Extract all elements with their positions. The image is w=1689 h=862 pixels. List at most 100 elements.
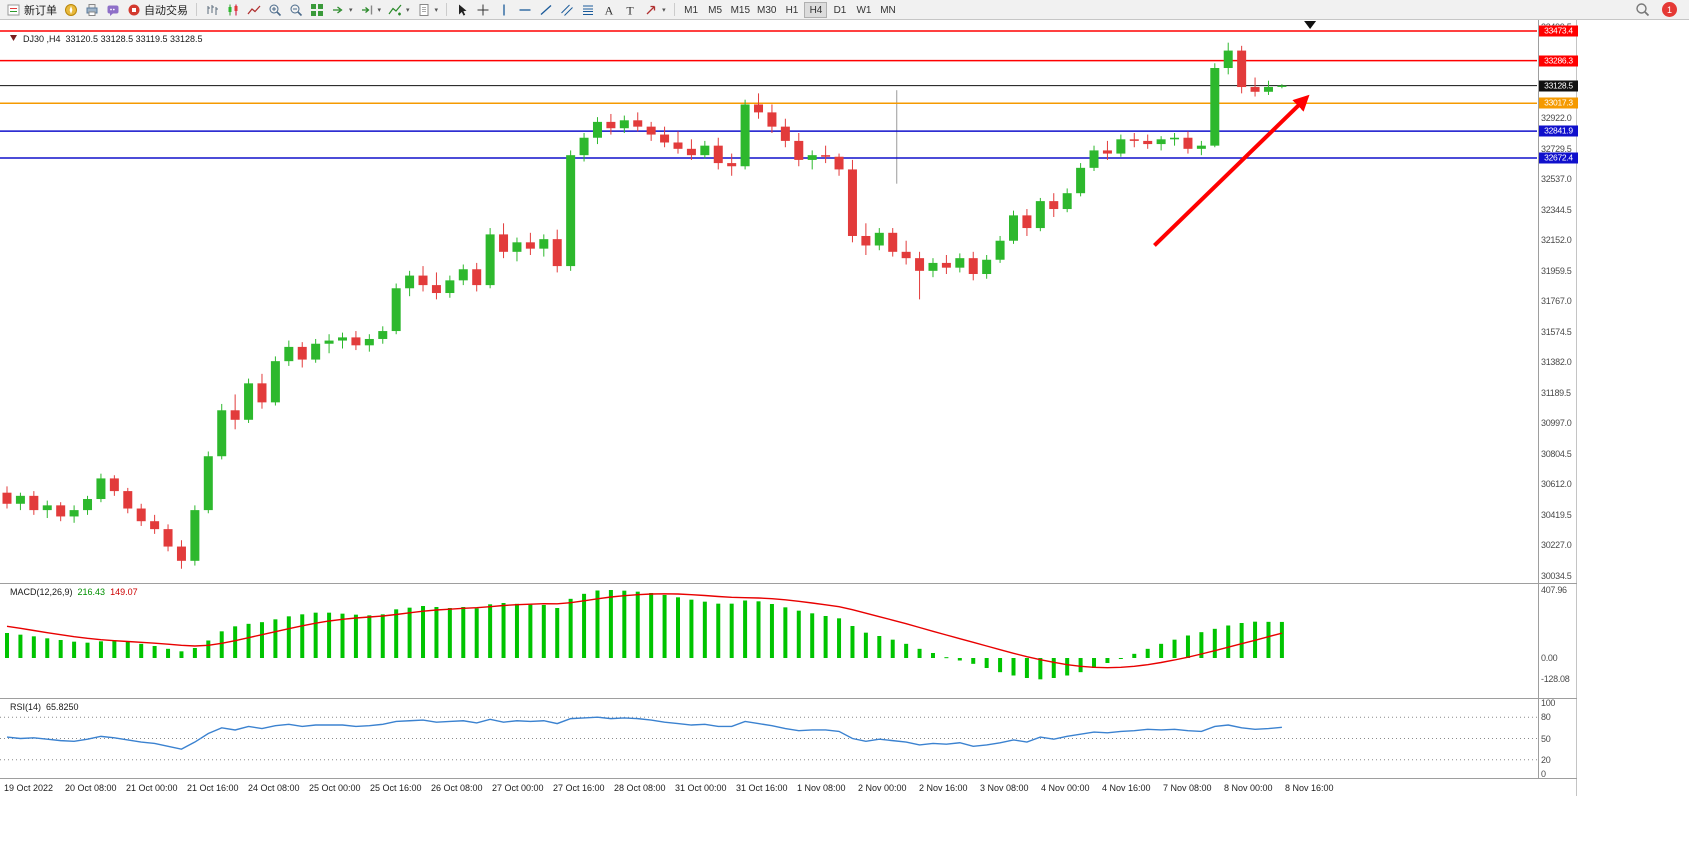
price-gridline-label: 31382.0 xyxy=(1541,357,1572,368)
time-axis[interactable]: 19 Oct 2022 20 Oct 08:00 21 Oct 00:00 21 Oc… xyxy=(0,779,1577,796)
chat-button[interactable] xyxy=(103,1,123,19)
channel-button[interactable] xyxy=(557,1,577,19)
time-axis-label: 27 Oct 00:00 xyxy=(492,783,544,793)
chart-ohlc-values: 33120.5 33128.5 33119.5 33128.5 xyxy=(65,34,203,44)
current-price-label: 33128.5 xyxy=(1539,80,1578,92)
price-gridline-label: 30034.5 xyxy=(1541,570,1572,581)
crosshair-button[interactable] xyxy=(473,1,493,19)
autotrade-label: 自动交易 xyxy=(144,4,188,17)
time-axis-label: 19 Oct 2022 xyxy=(4,783,54,793)
time-axis-label: 31 Oct 00:00 xyxy=(675,783,727,793)
price-gridline-label: 31574.5 xyxy=(1541,326,1572,337)
macd-axis-label: 0.00 xyxy=(1541,653,1558,663)
vertical-line-icon xyxy=(497,3,511,17)
label-button[interactable]: T xyxy=(620,1,640,19)
time-marker-icon xyxy=(1304,21,1317,29)
indicators-icon xyxy=(388,3,402,17)
price-gridline-label: 32152.0 xyxy=(1541,235,1572,246)
tile-windows-button[interactable] xyxy=(307,1,327,19)
arrows-button[interactable]: ▾ xyxy=(641,1,669,19)
candles-layer xyxy=(2,42,1287,569)
rsi-axis-label: 20 xyxy=(1541,754,1551,765)
price-gridline-label: 31189.5 xyxy=(1541,387,1571,398)
main-chart-panel: DJ30 ,H4 33120.5 33128.5 33119.5 33128.5… xyxy=(0,20,1578,584)
new-order-icon xyxy=(7,3,21,17)
horizontal-line-button[interactable] xyxy=(515,1,535,19)
vertical-line-button[interactable] xyxy=(494,1,514,19)
timeframe-h4[interactable]: H4 xyxy=(804,1,828,18)
timeframe-h1[interactable]: H1 xyxy=(780,2,803,18)
rsi-value: 65.8250 xyxy=(46,702,79,712)
zoom-in-button[interactable] xyxy=(265,1,285,19)
macd-histogram xyxy=(5,589,1284,680)
macd-axis[interactable]: 407.96 0.00 -128.08 xyxy=(1538,584,1578,698)
price-gridline-label: 30612.0 xyxy=(1541,479,1572,490)
timeframe-mn[interactable]: MN xyxy=(876,2,899,18)
autotrade-icon xyxy=(127,3,141,17)
autoscroll-button[interactable]: ▾ xyxy=(328,1,356,19)
toolbar: 新订单 自动交易 xyxy=(0,0,1689,20)
time-axis-label: 8 Nov 16:00 xyxy=(1285,783,1334,793)
time-axis-label: 25 Oct 16:00 xyxy=(370,783,422,793)
timeframe-w1[interactable]: W1 xyxy=(852,2,875,18)
timeframe-m30[interactable]: M30 xyxy=(754,2,779,18)
trend-arrow[interactable] xyxy=(1153,94,1310,247)
timeframe-m15[interactable]: M15 xyxy=(728,2,753,18)
caret-icon: ▾ xyxy=(406,6,410,14)
time-axis-label: 27 Oct 16:00 xyxy=(553,783,605,793)
search-icon xyxy=(1635,3,1649,17)
macd-header: MACD(12,26,9) 216.43 149.07 xyxy=(10,587,138,597)
search-button[interactable] xyxy=(1632,1,1652,19)
indicators-button[interactable]: ▾ xyxy=(385,1,413,19)
price-gridline-label: 30997.0 xyxy=(1541,418,1572,429)
text-icon: A xyxy=(602,3,616,17)
rsi-axis-label: 80 xyxy=(1541,712,1551,723)
compass-icon xyxy=(64,3,78,17)
timeframe-m1[interactable]: M1 xyxy=(680,2,703,18)
chart-shift-button[interactable]: ▾ xyxy=(357,1,385,19)
horizontal-lines xyxy=(0,30,1537,159)
new-order-button[interactable]: 新订单 xyxy=(4,1,60,19)
notifications-button[interactable]: 1 xyxy=(1662,1,1677,19)
timeframe-m5[interactable]: M5 xyxy=(704,2,727,18)
candle-chart-button[interactable] xyxy=(223,1,243,19)
price-gridline-label: 30804.5 xyxy=(1541,448,1572,459)
hline-price-label: 32672.4 xyxy=(1539,152,1578,164)
time-axis-label: 25 Oct 00:00 xyxy=(309,783,361,793)
timeframe-d1[interactable]: D1 xyxy=(828,2,851,18)
time-axis-label: 8 Nov 00:00 xyxy=(1224,783,1273,793)
text-button[interactable]: A xyxy=(599,1,619,19)
caret-icon: ▾ xyxy=(377,6,382,14)
caret-icon: ▾ xyxy=(662,6,666,14)
bar-chart-icon xyxy=(205,3,219,17)
hline-price-label: 33286.3 xyxy=(1539,55,1578,67)
trendline-button[interactable] xyxy=(536,1,556,19)
macd-axis-label: -128.08 xyxy=(1541,674,1570,685)
price-gridline-label: 32922.0 xyxy=(1541,113,1572,124)
cursor-button[interactable] xyxy=(452,1,472,19)
fibonacci-button[interactable] xyxy=(578,1,598,19)
svg-text:A: A xyxy=(605,3,614,17)
main-chart-plot[interactable] xyxy=(0,20,1537,583)
macd-signal-line xyxy=(6,593,1283,669)
print-button[interactable] xyxy=(82,1,102,19)
time-axis-label: 26 Oct 08:00 xyxy=(431,783,483,793)
price-gridline-label: 30419.5 xyxy=(1541,509,1572,520)
bar-chart-button[interactable] xyxy=(202,1,222,19)
macd-axis-label: 407.96 xyxy=(1541,585,1567,595)
line-chart-button[interactable] xyxy=(244,1,264,19)
rsi-line xyxy=(6,716,1282,750)
templates-button[interactable]: ▾ xyxy=(414,1,442,19)
autotrade-button[interactable]: 自动交易 xyxy=(124,1,191,19)
zoom-out-button[interactable] xyxy=(286,1,306,19)
crosshair-icon xyxy=(476,3,490,17)
rsi-plot[interactable] xyxy=(0,699,1537,778)
macd-name: MACD(12,26,9) xyxy=(10,587,73,597)
main-price-axis[interactable]: 33499.532922.032729.532537.032344.532152… xyxy=(1538,20,1578,583)
chart-window: DJ30 ,H4 33120.5 33128.5 33119.5 33128.5… xyxy=(0,20,1578,796)
compass-button[interactable] xyxy=(61,1,81,19)
time-axis-label: 4 Nov 00:00 xyxy=(1041,783,1090,793)
macd-plot[interactable] xyxy=(0,584,1537,698)
rsi-axis[interactable]: 100 80 50 20 0 xyxy=(1538,699,1578,778)
